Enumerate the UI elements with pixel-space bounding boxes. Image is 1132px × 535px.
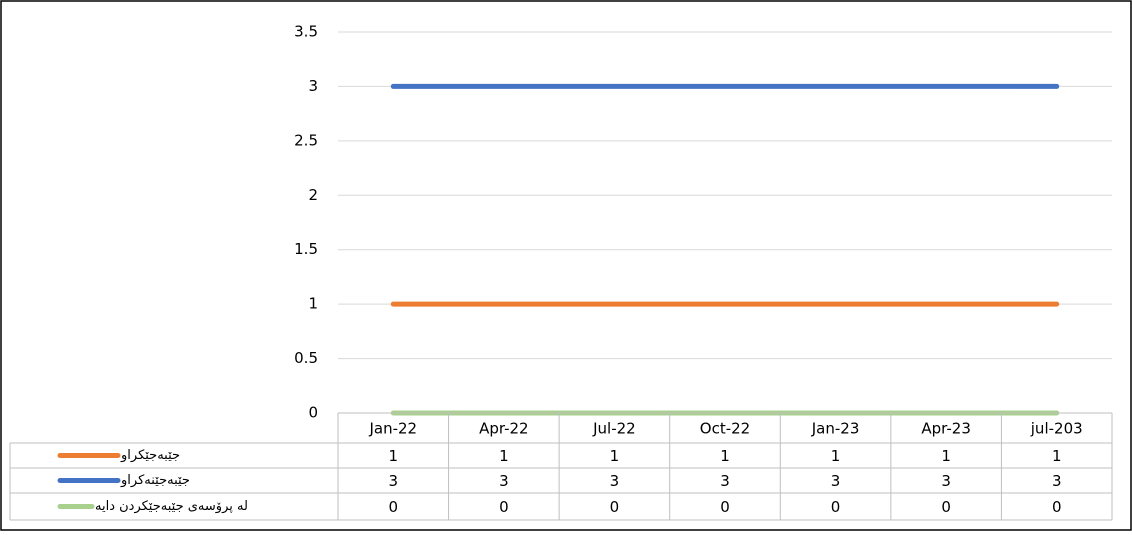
legend-label: لە پرۆسەی جێبەجێکردن دایە <box>95 499 248 514</box>
x-tick-label: Jul-22 <box>592 420 636 438</box>
legend-label: جێبەجێنەکراو <box>120 473 190 488</box>
y-tick-label: 2.5 <box>294 131 318 149</box>
table-value: 3 <box>1052 472 1062 490</box>
table-value: 0 <box>831 498 841 516</box>
table-value: 1 <box>831 447 841 465</box>
table-value: 3 <box>941 472 951 490</box>
table-value: 1 <box>720 447 730 465</box>
table-value: 1 <box>499 447 509 465</box>
table-value: 1 <box>389 447 399 465</box>
table-value: 0 <box>389 498 399 516</box>
y-tick-label: 3 <box>308 77 318 95</box>
x-tick-label: Apr-22 <box>479 420 529 438</box>
x-tick-label: jul-203 <box>1030 420 1083 438</box>
y-tick-label: 0 <box>308 404 318 422</box>
table-value: 1 <box>941 447 951 465</box>
table-value: 0 <box>610 498 620 516</box>
x-tick-label: Jan-23 <box>811 420 860 438</box>
table-value: 3 <box>499 472 509 490</box>
y-tick-label: 1.5 <box>294 240 318 258</box>
table-value: 3 <box>831 472 841 490</box>
y-tick-label: 2 <box>308 186 318 204</box>
x-tick-label: Jan-22 <box>368 420 417 438</box>
x-tick-label: Apr-23 <box>921 420 971 438</box>
legend-label: جێبەجێکراو <box>120 448 180 463</box>
y-tick-label: 0.5 <box>294 349 318 367</box>
y-tick-label: 3.5 <box>294 23 318 41</box>
table-value: 3 <box>389 472 399 490</box>
y-tick-label: 1 <box>308 295 318 313</box>
table-value: 0 <box>1052 498 1062 516</box>
table-value: 3 <box>720 472 730 490</box>
table-value: 0 <box>941 498 951 516</box>
table-value: 1 <box>610 447 620 465</box>
table-value: 3 <box>610 472 620 490</box>
x-tick-label: Oct-22 <box>700 420 750 438</box>
table-value: 0 <box>499 498 509 516</box>
table-value: 0 <box>720 498 730 516</box>
table-value: 1 <box>1052 447 1062 465</box>
